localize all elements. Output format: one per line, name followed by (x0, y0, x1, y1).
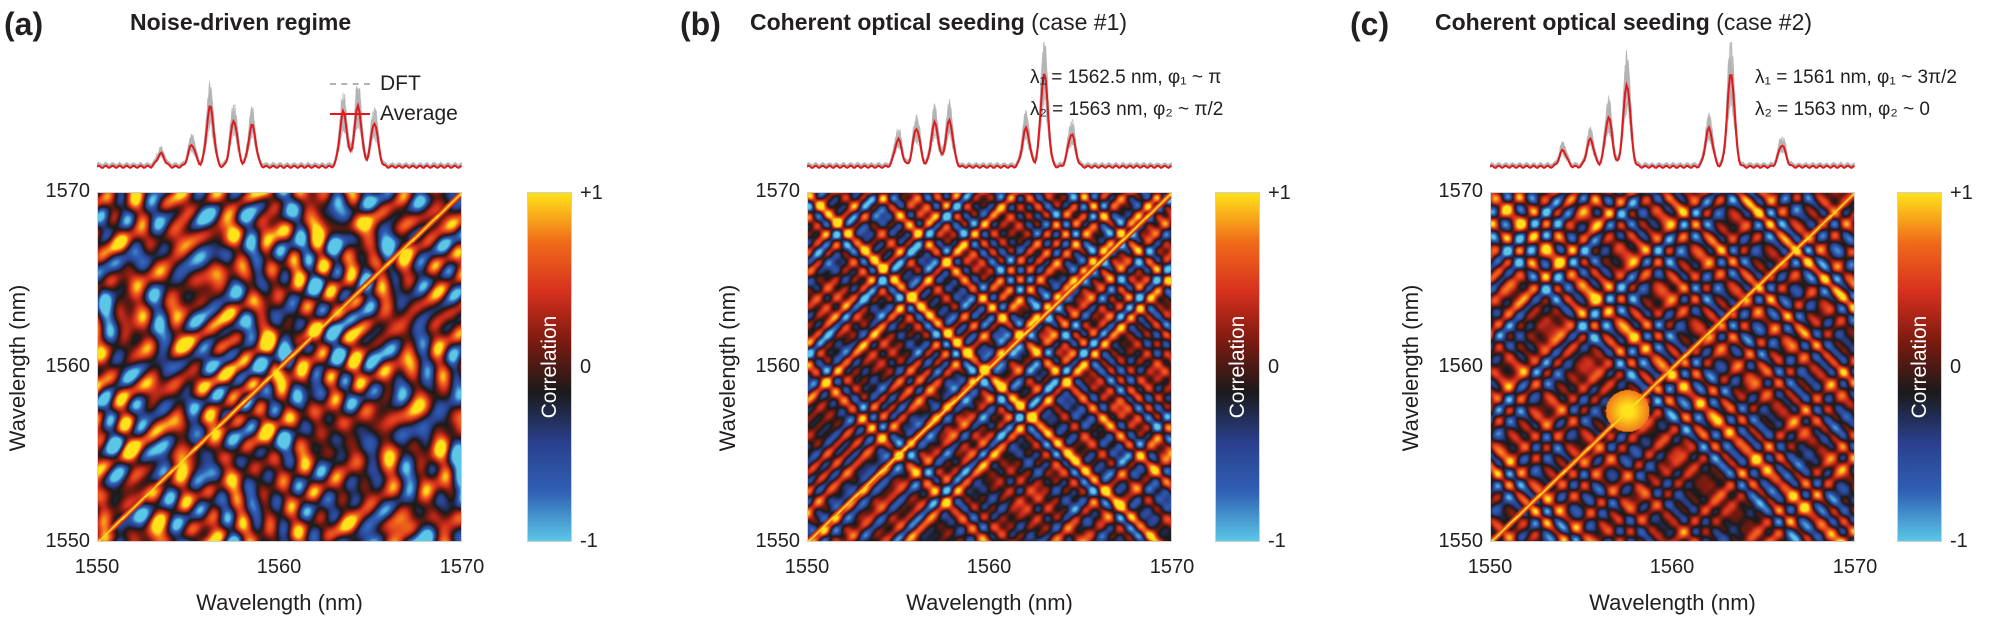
panel-title-main: Coherent optical seeding (750, 9, 1025, 35)
seed-annotation-1: λ₁ = 1561 nm, φ₁ ~ 3π/2 (1755, 67, 1957, 88)
legend-average-label: Average (380, 102, 458, 125)
colorbar-title: Correlation (538, 315, 561, 419)
ytick-1570: 1570 (45, 180, 91, 202)
legend-dft-label: DFT (380, 72, 421, 95)
panel-b: (b) Coherent optical seeding (case #1) λ… (670, 0, 1333, 627)
xtick-1550: 1550 (784, 556, 830, 578)
x-axis-label: Wavelength (nm) (1589, 590, 1756, 615)
colorbar (1897, 192, 1942, 542)
xtick-1570: 1570 (1149, 556, 1195, 578)
legend-dft-swatch (330, 83, 370, 85)
xtick-1570: 1570 (1832, 556, 1878, 578)
xtick-1550: 1550 (1467, 556, 1513, 578)
panel-title: Coherent optical seeding (case #2) (1435, 9, 1812, 36)
legend-dft: DFT (330, 72, 421, 96)
dft-trace (97, 88, 462, 169)
panel-title-main: Noise-driven regime (130, 9, 352, 35)
colorbar-title: Correlation (1226, 315, 1249, 419)
dft-trace (807, 56, 1172, 169)
panel-a: (a) Noise-driven regime DFT Average 1570… (0, 0, 663, 627)
colorbar-mid-label: 0 (1950, 356, 1962, 378)
x-axis-label: Wavelength (nm) (906, 590, 1073, 615)
ytick-1560: 1560 (1438, 355, 1484, 377)
panel-letter: (c) (1350, 6, 1390, 42)
dft-trace (97, 86, 462, 169)
panel-title: Coherent optical seeding (case #1) (750, 9, 1127, 36)
panel-title: Noise-driven regime (130, 9, 351, 36)
ytick-1560: 1560 (755, 355, 801, 377)
spectrum-plot (97, 81, 462, 170)
colorbar-max-label: +1 (580, 182, 603, 204)
panel-c: (c) Coherent optical seeding (case #2) λ… (1350, 0, 1990, 627)
y-axis-label: Wavelength (nm) (5, 284, 30, 452)
colorbar (1215, 192, 1260, 542)
ytick-1570: 1570 (755, 180, 801, 202)
colorbar-mid-label: 0 (580, 356, 592, 378)
spectrum-plot (807, 42, 1172, 170)
correlation-heatmap (807, 192, 1172, 542)
colorbar-max-label: +1 (1268, 182, 1291, 204)
xtick-1570: 1570 (439, 556, 485, 578)
xtick-1560: 1560 (966, 556, 1012, 578)
panel-letter: (a) (4, 6, 44, 42)
colorbar-title: Correlation (1908, 315, 1931, 419)
ytick-1550: 1550 (45, 530, 91, 552)
ytick-1550: 1550 (1438, 530, 1484, 552)
dft-trace (97, 86, 462, 169)
ytick-1560: 1560 (45, 355, 91, 377)
legend-average: Average (330, 102, 458, 126)
xtick-1560: 1560 (256, 556, 302, 578)
dft-trace (97, 88, 462, 169)
colorbar-max-label: +1 (1950, 182, 1973, 204)
seed-annotation-2: λ₂ = 1563 nm, φ₂ ~ 0 (1755, 99, 1930, 120)
y-axis-label: Wavelength (nm) (715, 284, 740, 452)
average-trace (1490, 74, 1855, 170)
dft-trace (97, 87, 462, 169)
correlation-heatmap (97, 192, 462, 542)
dft-trace (97, 86, 462, 169)
xtick-1550: 1550 (74, 556, 120, 578)
xtick-1560: 1560 (1649, 556, 1695, 578)
correlation-heatmap (1490, 192, 1855, 542)
colorbar-min-label: -1 (580, 530, 598, 552)
panel-letter: (b) (680, 6, 721, 42)
colorbar (527, 192, 572, 542)
ytick-1550: 1550 (755, 530, 801, 552)
panel-title-sub: (case #1) (1024, 9, 1128, 35)
average-trace (97, 101, 462, 170)
average-trace (807, 73, 1172, 170)
panel-title-main: Coherent optical seeding (1435, 9, 1710, 35)
colorbar-mid-label: 0 (1268, 356, 1280, 378)
seed-annotation-1: λ₁ = 1562.5 nm, φ₁ ~ π (1030, 67, 1222, 88)
panel-title-sub: (case #2) (1709, 9, 1813, 35)
x-axis-label: Wavelength (nm) (196, 590, 363, 615)
colorbar-min-label: -1 (1950, 530, 1968, 552)
dft-trace (97, 86, 462, 169)
spectrum-plot (1490, 42, 1855, 170)
legend-average-swatch (330, 113, 370, 115)
seed-annotation-2: λ₂ = 1563 nm, φ₂ ~ π/2 (1030, 99, 1224, 120)
colorbar-min-label: -1 (1268, 530, 1286, 552)
y-axis-label: Wavelength (nm) (1398, 284, 1423, 452)
ytick-1570: 1570 (1438, 180, 1484, 202)
dft-trace (97, 88, 462, 169)
